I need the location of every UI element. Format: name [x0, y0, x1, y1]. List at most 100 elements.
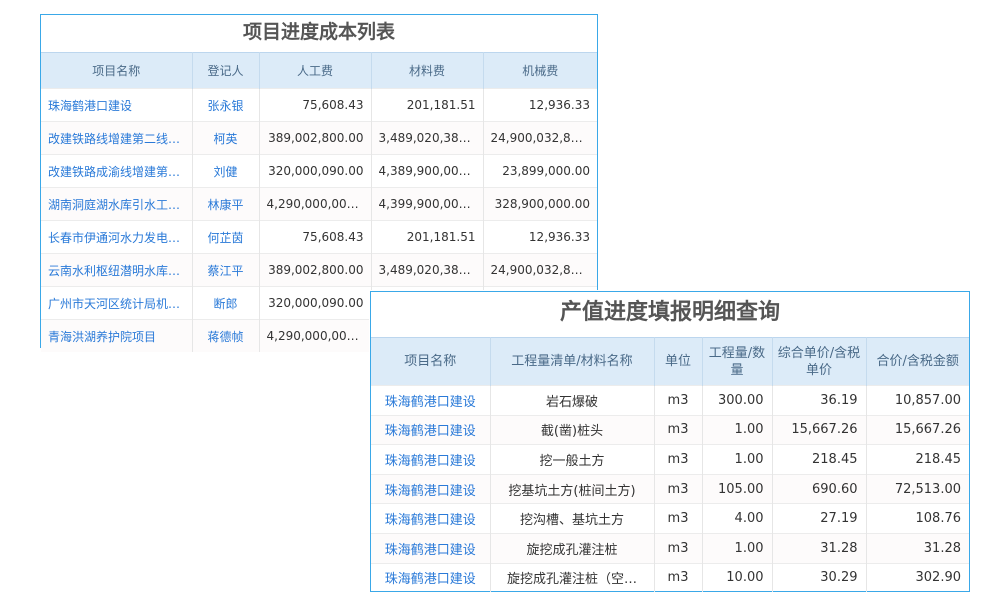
table-row[interactable]: 珠海鹤港口建设 岩石爆破 m3 300.00 36.19 10,857.00 [371, 385, 969, 416]
table-row[interactable]: 珠海鹤港口建设 张永银 75,608.43 201,181.51 12,936.33 [41, 88, 597, 122]
table-row[interactable]: 珠海鹤港口建设 挖基坑土方(桩间土方) m3 105.00 690.60 72,513.0… [371, 473, 969, 504]
table-cell: m3 [654, 473, 703, 504]
project-cost-list-panel: 项目进度成本列表 项目名称 登记人 人工费 材料费 机械费 珠海鹤港口建设 张永银 75,6… [40, 14, 598, 352]
column-header[interactable]: 项目名称 [41, 52, 193, 89]
table-cell: 10.00 [702, 562, 773, 593]
table-cell: 72,513.00 [866, 473, 969, 504]
table-cell: m3 [654, 385, 703, 416]
column-header[interactable]: 人工费 [259, 52, 372, 89]
column-header[interactable]: 登记人 [192, 52, 260, 89]
project-name-link[interactable]: 珠海鹤港口建设 [371, 473, 491, 504]
table-cell: 31.28 [866, 532, 969, 564]
table-cell: 36.19 [772, 385, 867, 416]
table-cell: 105.00 [702, 473, 773, 504]
table-cell: 201,181.51 [371, 220, 484, 254]
table-row[interactable]: 珠海鹤港口建设 旋挖成孔灌注桩 m3 1.00 31.28 31.28 [371, 532, 969, 564]
table-cell: m3 [654, 532, 703, 564]
table-cell: 4,290,000,000.00 [259, 319, 372, 352]
project-name-link[interactable]: 改建铁路成渝线增建第… [41, 154, 193, 188]
table-cell: 10,857.00 [866, 385, 969, 416]
project-name-link[interactable]: 珠海鹤港口建设 [371, 562, 491, 593]
table-cell: 旋挖成孔灌注桩 [490, 532, 655, 564]
table-row[interactable]: 珠海鹤港口建设 挖一般土方 m3 1.00 218.45 218.45 [371, 444, 969, 475]
table-cell: 4,290,000,000.00 [259, 187, 372, 221]
table-cell: 蔡江平 [192, 253, 260, 287]
table-row[interactable]: 改建铁路线增建第二线… 柯英 389,002,800.00 3,489,020,380… [41, 121, 597, 155]
project-name-link[interactable]: 湖南洞庭湖水库引水工… [41, 187, 193, 221]
table-cell: 389,002,800.00 [259, 121, 372, 155]
table-cell: 蒋德帧 [192, 319, 260, 352]
table-cell: 断郎 [192, 286, 260, 320]
table-cell: 218.45 [866, 444, 969, 475]
project-name-link[interactable]: 珠海鹤港口建设 [371, 503, 491, 534]
project-name-link[interactable]: 珠海鹤港口建设 [41, 88, 193, 122]
column-header[interactable]: 项目名称 [371, 337, 491, 386]
table-cell: 岩石爆破 [490, 385, 655, 416]
table-cell: 1.00 [702, 414, 773, 445]
table-cell: 328,900,000.00 [483, 187, 597, 221]
table-cell: 690.60 [772, 473, 867, 504]
column-header[interactable]: 合价/含税金额 [866, 337, 969, 386]
table-cell: 柯英 [192, 121, 260, 155]
table-row[interactable]: 改建铁路成渝线增建第… 刘健 320,000,090.00 4,389,900,000… [41, 154, 597, 188]
table-row[interactable]: 云南水利枢纽潜明水库… 蔡江平 389,002,800.00 3,489,020,38… [41, 253, 597, 287]
column-header[interactable]: 工程量/数量 [702, 337, 773, 386]
project-name-link[interactable]: 珠海鹤港口建设 [371, 444, 491, 475]
table-row[interactable]: 长春市伊通河水力发电… 何芷茵 75,608.43 201,181.51 12,936.… [41, 220, 597, 254]
table-cell: 320,000,090.00 [259, 286, 372, 320]
table-cell: 24,900,032,800.00 [483, 253, 597, 287]
table-cell: m3 [654, 503, 703, 534]
table-cell: 挖沟槽、基坑土方 [490, 503, 655, 534]
column-header[interactable]: 机械费 [483, 52, 597, 89]
table-cell: 何芷茵 [192, 220, 260, 254]
project-name-link[interactable]: 云南水利枢纽潜明水库… [41, 253, 193, 287]
project-name-link[interactable]: 长春市伊通河水力发电… [41, 220, 193, 254]
table-row[interactable]: 珠海鹤港口建设 挖沟槽、基坑土方 m3 4.00 27.19 108.76 [371, 503, 969, 534]
table-row[interactable]: 珠海鹤港口建设 旋挖成孔灌注桩（空… m3 10.00 30.29 302.90 [371, 562, 969, 593]
table-cell: 201,181.51 [371, 88, 484, 122]
column-header[interactable]: 单位 [654, 337, 703, 386]
table-cell: m3 [654, 562, 703, 593]
table-cell: 林康平 [192, 187, 260, 221]
panel-title: 产值进度填报明细查询 [559, 300, 780, 325]
table-cell: 3,489,020,380.00 [371, 121, 484, 155]
table-cell: 4,389,900,000.00 [371, 154, 484, 188]
table-cell: 75,608.43 [259, 88, 372, 122]
project-name-link[interactable]: 广州市天河区统计局机… [41, 286, 193, 320]
table-cell: 27.19 [772, 503, 867, 534]
project-name-link[interactable]: 珠海鹤港口建设 [371, 532, 491, 564]
table-cell: 300.00 [702, 385, 773, 416]
panel-title: 项目进度成本列表 [242, 21, 395, 43]
table-cell: 张永银 [192, 88, 260, 122]
table-cell: 旋挖成孔灌注桩（空… [490, 562, 655, 593]
table-cell: m3 [654, 414, 703, 445]
table-cell: 24,900,032,800.00 [483, 121, 597, 155]
table-cell: 320,000,090.00 [259, 154, 372, 188]
table-cell: 1.00 [702, 532, 773, 564]
column-header[interactable]: 工程量清单/材料名称 [490, 337, 655, 386]
column-header[interactable]: 综合单价/含税单价 [772, 337, 867, 386]
table-cell: 12,936.33 [483, 220, 597, 254]
table-cell: 12,936.33 [483, 88, 597, 122]
table-row[interactable]: 湖南洞庭湖水库引水工… 林康平 4,290,000,000.00 4,399,900,… [41, 187, 597, 221]
table-cell: 23,899,000.00 [483, 154, 597, 188]
project-name-link[interactable]: 改建铁路线增建第二线… [41, 121, 193, 155]
project-name-link[interactable]: 珠海鹤港口建设 [371, 414, 491, 445]
project-cost-table: 项目名称 登记人 人工费 材料费 机械费 珠海鹤港口建设 张永银 75,608.43 201,… [41, 52, 597, 352]
table-cell: 3,489,020,380.00 [371, 253, 484, 287]
table-cell: 挖基坑土方(桩间土方) [490, 473, 655, 504]
table-cell: m3 [654, 444, 703, 475]
table-cell: 刘健 [192, 154, 260, 188]
table-cell: 1.00 [702, 444, 773, 475]
table-cell: 75,608.43 [259, 220, 372, 254]
project-name-link[interactable]: 青海洪湖养护院项目 [41, 319, 193, 352]
table-cell: 4.00 [702, 503, 773, 534]
table-cell: 30.29 [772, 562, 867, 593]
table-cell: 截(凿)桩头 [490, 414, 655, 445]
table-cell: 15,667.26 [866, 414, 969, 445]
table-cell: 4,399,900,000.00 [371, 187, 484, 221]
project-name-link[interactable]: 珠海鹤港口建设 [371, 385, 491, 416]
table-cell: 302.90 [866, 562, 969, 593]
column-header[interactable]: 材料费 [371, 52, 484, 89]
table-row[interactable]: 珠海鹤港口建设 截(凿)桩头 m3 1.00 15,667.26 15,667.26 [371, 414, 969, 445]
